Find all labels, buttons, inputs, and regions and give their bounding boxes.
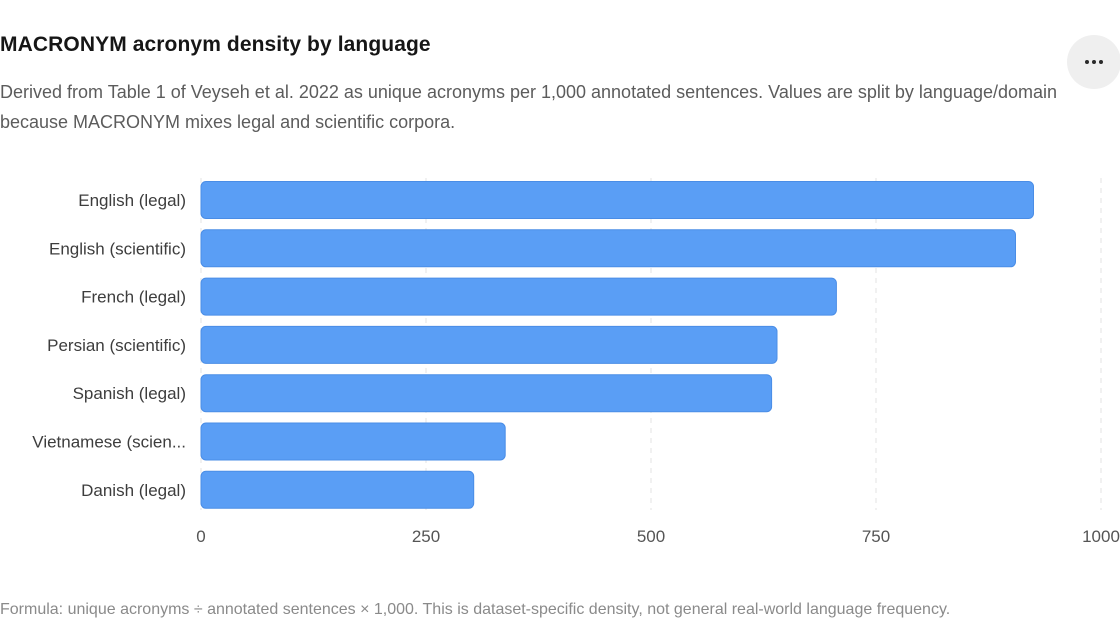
bars: [200, 181, 1034, 509]
category-label: French (legal): [81, 288, 186, 307]
x-tick-label: 0: [196, 527, 205, 546]
x-tick-label: 1000: [1082, 527, 1120, 546]
category-label: Persian (scientific): [47, 336, 186, 355]
category-label: English (scientific): [49, 239, 186, 258]
x-axis-ticks: 0 250 500 750 1000: [196, 527, 1120, 546]
x-tick-label: 750: [862, 527, 890, 546]
chart-subtitle: Derived from Table 1 of Veyseh et al. 20…: [0, 82, 1058, 132]
chart-title: MACRONYM acronym density by language: [0, 33, 431, 56]
bar[interactable]: [200, 277, 837, 316]
category-label: Danish (legal): [81, 481, 186, 500]
more-options-button[interactable]: [1067, 35, 1120, 89]
bar[interactable]: [200, 229, 1016, 268]
category-label: Spanish (legal): [73, 384, 186, 403]
x-tick-label: 250: [412, 527, 440, 546]
category-label: Vietnamese (scien...: [32, 433, 186, 452]
more-horizontal-icon: [1085, 60, 1103, 64]
category-label: English (legal): [78, 191, 186, 210]
bar[interactable]: [200, 325, 778, 364]
footnote: Formula: unique acronyms ÷ annotated sen…: [0, 601, 951, 618]
bar[interactable]: [200, 422, 506, 461]
bar[interactable]: [200, 181, 1034, 219]
category-labels: English (legal) English (scientific) Frenc…: [32, 191, 186, 500]
bar[interactable]: [200, 374, 773, 413]
bar-chart: English (legal) English (scientific) Frenc…: [32, 178, 1120, 546]
bar[interactable]: [200, 470, 475, 509]
x-tick-label: 500: [637, 527, 665, 546]
